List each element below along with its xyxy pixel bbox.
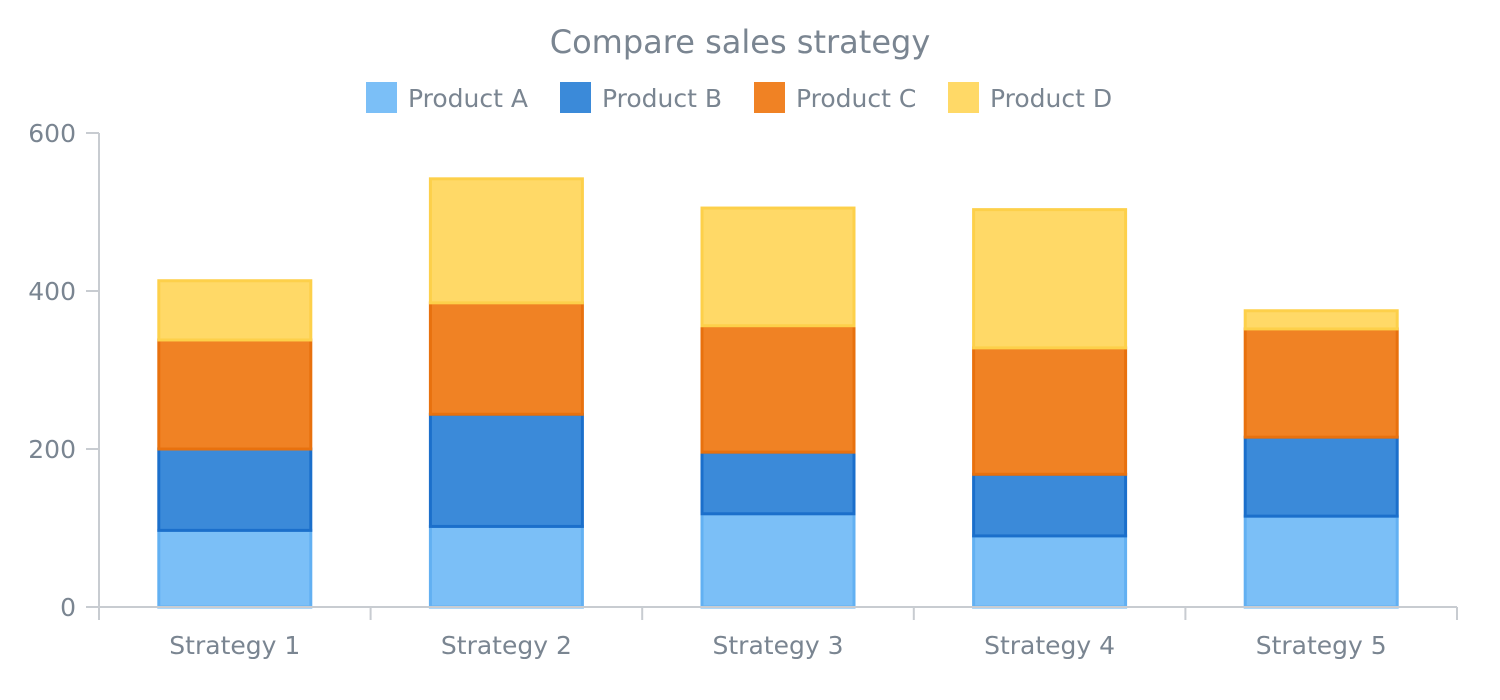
- bar-1-3[interactable]: [157, 338, 313, 451]
- bar-3-3[interactable]: [700, 324, 856, 454]
- x-tick-label-5: Strategy 5: [1256, 631, 1387, 660]
- y-axis: 0 200 400 600: [28, 119, 100, 622]
- bar-3-2[interactable]: [700, 450, 856, 516]
- bar-5-4[interactable]: [1243, 309, 1399, 331]
- y-tick-label-1: 200: [28, 435, 76, 464]
- bar-2-2[interactable]: [428, 412, 584, 528]
- bar-2-4[interactable]: [428, 177, 584, 305]
- legend: Product A Product B Product C Product D: [366, 82, 1112, 113]
- bar-4-2[interactable]: [972, 472, 1128, 538]
- x-tick-label-4: Strategy 4: [984, 631, 1115, 660]
- legend-swatch-1[interactable]: [366, 82, 397, 113]
- legend-label-4[interactable]: Product D: [990, 84, 1112, 113]
- bar-5-3[interactable]: [1243, 327, 1399, 439]
- legend-label-3[interactable]: Product C: [796, 84, 916, 113]
- bar-4-1[interactable]: [972, 534, 1128, 609]
- bar-2-1[interactable]: [428, 524, 584, 609]
- x-tick-label-3: Strategy 3: [713, 631, 844, 660]
- bar-1-4[interactable]: [157, 279, 313, 342]
- bar-3-4[interactable]: [700, 206, 856, 328]
- x-tick-label-2: Strategy 2: [441, 631, 572, 660]
- legend-swatch-2[interactable]: [560, 82, 591, 113]
- bar-4-3[interactable]: [972, 346, 1128, 476]
- bar-2-3[interactable]: [428, 301, 584, 416]
- y-tick-label-3: 600: [28, 119, 76, 148]
- bar-5-1[interactable]: [1243, 514, 1399, 609]
- bar-4-4[interactable]: [972, 208, 1128, 350]
- bar-1-1[interactable]: [157, 528, 313, 609]
- legend-label-2[interactable]: Product B: [602, 84, 722, 113]
- y-tick-label-2: 400: [28, 277, 76, 306]
- x-axis: Strategy 1 Strategy 2 Strategy 3 Strategy 4…: [98, 606, 1458, 660]
- x-tick-label-1: Strategy 1: [169, 631, 300, 660]
- y-tick-label-0: 0: [60, 593, 76, 622]
- chart-title: Compare sales strategy: [550, 23, 931, 61]
- bar-3-1[interactable]: [700, 512, 856, 609]
- legend-swatch-4[interactable]: [948, 82, 979, 113]
- bar-5-2[interactable]: [1243, 435, 1399, 518]
- bar-1-2[interactable]: [157, 447, 313, 532]
- bars-group: [157, 177, 1399, 609]
- legend-label-1[interactable]: Product A: [408, 84, 528, 113]
- legend-swatch-3[interactable]: [754, 82, 785, 113]
